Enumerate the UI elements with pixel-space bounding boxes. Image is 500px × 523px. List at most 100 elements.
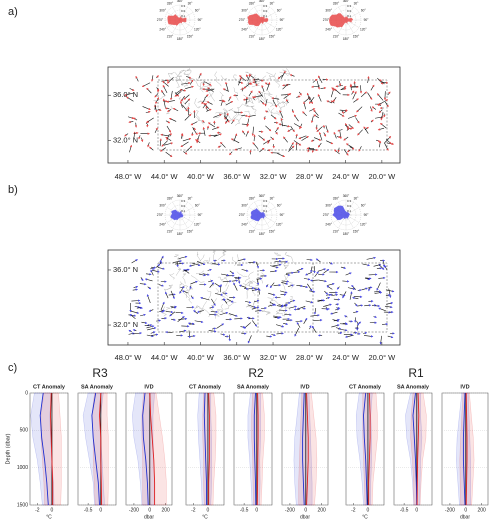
drifter-arrow — [208, 134, 218, 137]
drifter-arrow — [308, 97, 315, 104]
mean-profile — [368, 392, 371, 505]
drifter-arrow — [280, 70, 286, 79]
drifter-arrow — [306, 92, 310, 101]
drifter-arrow — [214, 283, 221, 288]
x-axis-unit: dbar — [300, 514, 310, 520]
drifter-arrow — [379, 335, 383, 345]
drifter-arrow — [387, 335, 394, 339]
drifter-arrow — [289, 74, 295, 77]
drifter-arrow — [268, 303, 275, 307]
drifter-arrow — [189, 79, 194, 85]
drifter-arrow — [339, 294, 346, 297]
drifter-arrow — [140, 137, 144, 143]
drifter-arrow — [378, 140, 382, 148]
drifter-arrow — [337, 129, 343, 132]
drifter-arrow — [146, 87, 152, 94]
mean-profile — [302, 392, 305, 506]
drifter-arrow — [148, 309, 154, 312]
drifter-arrow — [169, 311, 176, 317]
subplot-frame — [29, 392, 69, 506]
drifter-arrow — [237, 81, 244, 84]
drifter-arrow — [156, 319, 161, 322]
rose-angle-label: 180° — [177, 37, 184, 41]
drifter-arrow — [135, 75, 139, 82]
topography — [194, 304, 200, 313]
drifter-arrow — [288, 305, 297, 309]
y-tick-label: 500 — [20, 428, 29, 434]
drifter-arrow — [318, 279, 327, 283]
topography — [174, 69, 185, 78]
drifter-arrow — [384, 101, 389, 108]
drifter-arrow — [204, 94, 209, 99]
drifter-arrow — [363, 126, 369, 134]
drifter-arrow — [208, 329, 217, 333]
topography — [252, 74, 261, 83]
drifter-arrow — [298, 135, 307, 140]
topography — [276, 101, 284, 110]
group-label: R3 — [92, 366, 108, 380]
drifter-arrow — [271, 333, 276, 337]
panel-label: c) — [8, 362, 17, 374]
drifter-arrow — [330, 100, 335, 104]
drifter-arrow — [146, 294, 151, 303]
topography — [228, 108, 235, 113]
topography — [266, 72, 280, 82]
drifter-arrow — [151, 333, 159, 336]
drifter-arrow — [265, 125, 272, 132]
drifter-arrow — [378, 109, 383, 114]
rose-angle-label: 360° — [343, 0, 350, 3]
rose-angle-label: 210° — [167, 229, 174, 233]
drifter-arrow — [385, 289, 395, 293]
drifter-arrow — [238, 76, 242, 86]
topography — [236, 271, 248, 277]
lon-tick-label: 20.0° W — [368, 353, 396, 362]
group-label: R1 — [408, 366, 424, 380]
drifter-arrow — [213, 113, 222, 118]
drifter-arrow — [154, 93, 159, 98]
drifter-arrow — [222, 280, 232, 283]
topography — [194, 115, 204, 125]
x-tick-label: 0 — [51, 507, 54, 513]
drifter-arrow — [252, 320, 258, 327]
drifter-arrow — [276, 332, 284, 335]
drifter-arrow — [328, 262, 333, 265]
x-tick-label: -0.5 — [240, 507, 249, 513]
drifter-arrow — [318, 132, 323, 141]
drifter-arrow — [313, 318, 323, 322]
drifter-arrow — [200, 296, 210, 301]
drifter-arrow — [212, 126, 220, 130]
drifter-arrow — [181, 81, 191, 85]
drifter-arrow — [129, 144, 133, 153]
drifter-arrow — [222, 88, 230, 92]
drifter-arrow — [325, 296, 331, 300]
drifter-arrow — [326, 285, 333, 290]
drifter-arrow — [190, 121, 198, 126]
drifter-arrow — [376, 103, 382, 107]
drifter-arrow — [147, 142, 150, 148]
topography — [183, 79, 190, 88]
drifter-arrow — [270, 136, 275, 140]
x-axis-unit: °C — [202, 514, 208, 520]
drifter-arrow — [370, 84, 375, 91]
rose-ring-label: 0.2 — [347, 204, 352, 208]
drifter-arrow — [287, 128, 292, 132]
drifter-arrow — [376, 93, 384, 101]
y-tick-label: 1000 — [17, 465, 28, 471]
drifter-arrow — [134, 305, 140, 309]
drifter-arrow — [323, 132, 327, 137]
drifter-arrow — [270, 269, 278, 273]
drifter-arrow — [238, 284, 247, 288]
drifter-arrow — [144, 324, 153, 327]
drifter-arrow — [296, 284, 303, 288]
drifter-arrow — [220, 333, 226, 336]
topography — [271, 108, 275, 115]
drifter-arrow — [206, 108, 212, 112]
drifter-arrow — [226, 298, 234, 303]
drifter-arrow — [293, 270, 301, 274]
drifter-arrow — [364, 126, 369, 131]
topography — [220, 75, 227, 81]
subplot-frame — [281, 392, 329, 506]
drifter-arrow — [160, 301, 165, 311]
x-tick-label: 0 — [367, 507, 370, 513]
drifter-arrow — [238, 276, 241, 284]
